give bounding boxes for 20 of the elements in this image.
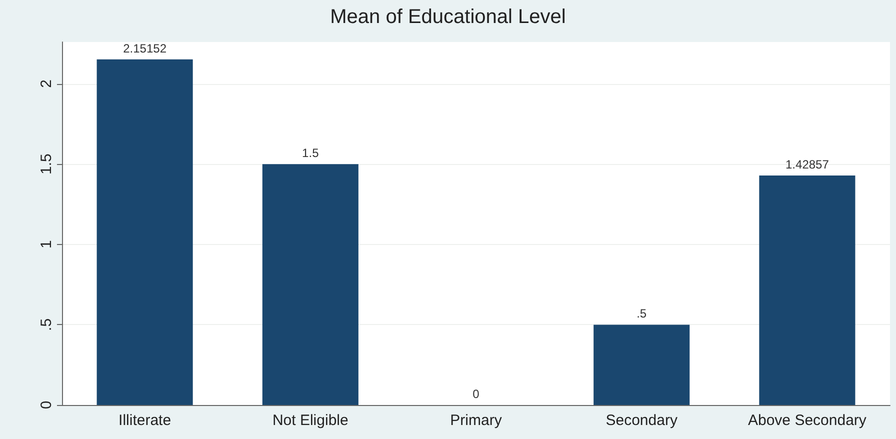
chart-title: Mean of Educational Level (330, 6, 566, 28)
bar (759, 176, 856, 405)
y-tick-label: 2 (38, 80, 55, 88)
y-tick-label: .5 (38, 318, 55, 331)
x-tick-label: Illiterate (118, 412, 172, 429)
y-tick-label: 0 (38, 400, 55, 410)
x-tick-label: Not Eligible (272, 412, 348, 429)
x-tick-label: Secondary (606, 412, 678, 429)
data-label: 0 (472, 387, 480, 401)
data-label: 1.42857 (786, 158, 830, 172)
data-label: 1.5 (302, 146, 320, 160)
y-tick-label: 1 (38, 240, 55, 249)
bar (96, 59, 193, 405)
x-tick-label: Primary (450, 412, 502, 429)
data-label: 2.15152 (123, 41, 167, 56)
data-label: .5 (636, 306, 647, 321)
y-tick-label: 1.5 (38, 154, 55, 174)
bar (262, 164, 358, 405)
bar (594, 324, 690, 405)
x-tick-label: Above Secondary (748, 412, 867, 429)
